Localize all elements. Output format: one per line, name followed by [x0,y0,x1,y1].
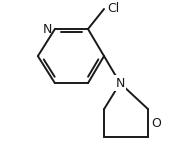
Text: Cl: Cl [107,2,119,15]
Text: O: O [151,117,161,130]
Text: N: N [43,22,52,36]
Text: N: N [115,77,125,90]
